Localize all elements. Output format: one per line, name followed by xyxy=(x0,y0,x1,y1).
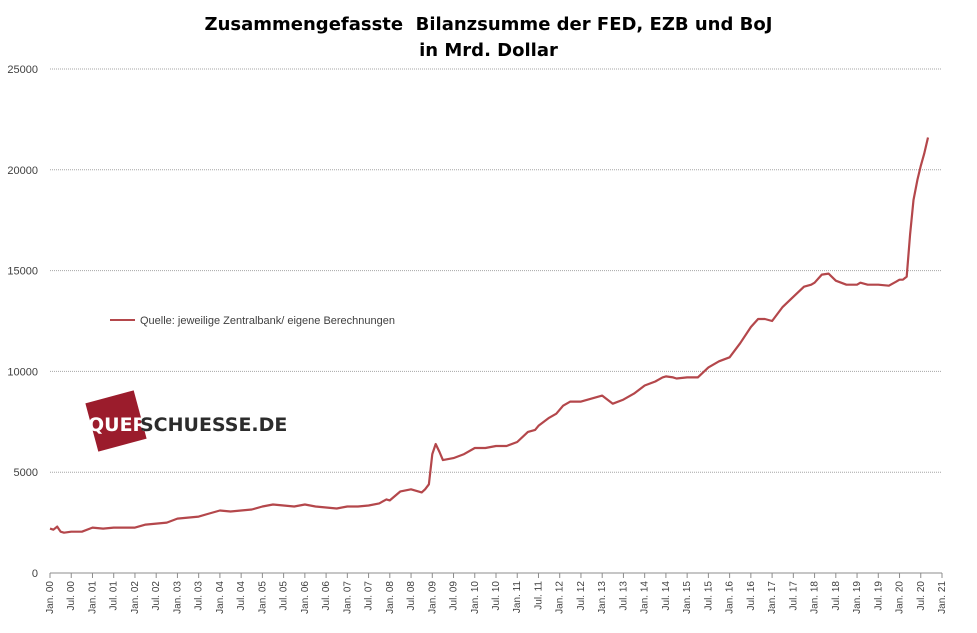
x-tick-label: Jul. 06 xyxy=(321,581,332,611)
gridlines xyxy=(50,68,942,473)
x-tick-label: Jan. 16 xyxy=(725,581,736,614)
x-tick-label: Jul. 16 xyxy=(746,581,757,611)
series-line xyxy=(49,137,930,534)
x-tick-label: Jan. 12 xyxy=(555,581,566,614)
chart-title-line-2: in Mrd. Dollar xyxy=(419,40,558,61)
series-group xyxy=(49,137,930,534)
x-tick-label: Jul. 17 xyxy=(788,581,799,611)
x-tick-label: Jan. 03 xyxy=(172,581,183,614)
x-tick-label: Jan. 02 xyxy=(130,581,141,614)
legend-label: Quelle: jeweilige Zentralbank/ eigene Be… xyxy=(140,315,395,327)
y-tick-label: 5000 xyxy=(14,467,38,479)
x-tick-label: Jan. 13 xyxy=(597,581,608,614)
x-tick-label: Jan. 10 xyxy=(470,581,481,614)
x-tick-label: Jan. 05 xyxy=(257,581,268,614)
y-axis-tick-labels: 0 5000 10000 15000 20000 25000 xyxy=(7,64,38,580)
x-tick-label: Jul. 19 xyxy=(873,581,884,611)
x-tick-label: Jul. 07 xyxy=(364,581,375,611)
x-tick-label: Jul. 18 xyxy=(831,581,842,611)
x-tick-label: Jul. 00 xyxy=(66,581,77,611)
x-tick-label: Jan. 01 xyxy=(87,581,98,614)
x-tick-label: Jul. 11 xyxy=(533,581,544,610)
x-tick-label: Jan. 21 xyxy=(937,581,948,614)
x-tick-label: Jan. 18 xyxy=(810,581,821,614)
logo-text-quer: QUER xyxy=(88,414,148,436)
x-tick-label: Jan. 20 xyxy=(895,581,906,614)
x-tick-label: Jan. 19 xyxy=(852,581,863,614)
x-tick-label: Jul. 14 xyxy=(661,581,672,611)
x-tick-label: Jan. 15 xyxy=(682,581,693,614)
x-tick-label: Jul. 15 xyxy=(703,581,714,611)
x-tick-label: Jan. 00 xyxy=(45,581,56,614)
x-tick-label: Jan. 06 xyxy=(300,581,311,614)
y-tick-label: 15000 xyxy=(7,266,38,278)
chart-title-line-1: Zusammengefasste Bilanzsumme der FED, EZ… xyxy=(204,14,773,35)
x-tick-label: Jan. 11 xyxy=(512,581,523,613)
x-tick-label: Jul. 05 xyxy=(279,581,290,611)
x-axis-tick-labels: Jan. 00 Jul. 00 Jan. 01 Jul. 01 Jan. 02 Jul. … xyxy=(45,581,948,614)
x-tick-label: Jul. 09 xyxy=(449,581,460,611)
x-tick-label: Jul. 02 xyxy=(151,581,162,611)
querschuesse-logo: QUER SCHUESSE.DE xyxy=(85,390,287,452)
x-axis xyxy=(49,572,943,578)
x-tick-label: Jul. 13 xyxy=(618,581,629,611)
x-tick-label: Jan. 04 xyxy=(215,581,226,614)
x-tick-label: Jan. 07 xyxy=(342,581,353,614)
x-tick-label: Jul. 04 xyxy=(236,581,247,611)
logo-text-schuesse: SCHUESSE.DE xyxy=(140,414,287,436)
x-tick-label: Jul. 20 xyxy=(916,581,927,611)
x-tick-label: Jul. 01 xyxy=(109,581,120,611)
y-tick-label: 10000 xyxy=(7,366,38,378)
logo-square xyxy=(85,390,147,452)
x-tick-label: Jul. 12 xyxy=(576,581,587,611)
y-tick-label: 25000 xyxy=(7,64,38,76)
x-tick-label: Jul. 10 xyxy=(491,581,502,611)
x-tick-label: Jan. 14 xyxy=(640,581,651,614)
y-tick-label: 20000 xyxy=(7,165,38,177)
chart-title: Zusammengefasste Bilanzsumme der FED, EZ… xyxy=(0,12,977,64)
y-tick-label: 0 xyxy=(32,568,38,580)
x-tick-label: Jul. 08 xyxy=(406,581,417,611)
x-tick-label: Jan. 09 xyxy=(427,581,438,614)
x-tick-label: Jan. 17 xyxy=(767,581,778,614)
x-tick-label: Jul. 03 xyxy=(194,581,205,611)
legend: Quelle: jeweilige Zentralbank/ eigene Be… xyxy=(110,315,395,327)
x-tick-label: Jan. 08 xyxy=(385,581,396,614)
